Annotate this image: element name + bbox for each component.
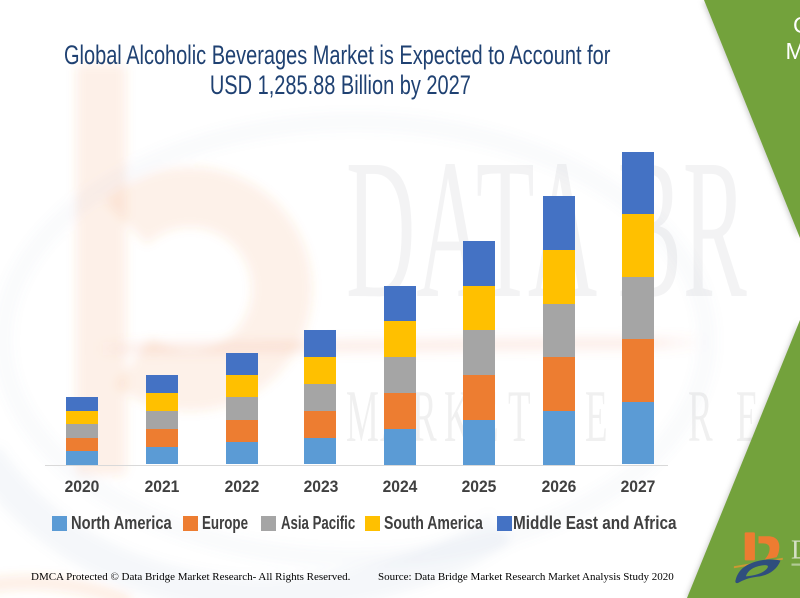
svg-text:D: D <box>791 535 800 565</box>
